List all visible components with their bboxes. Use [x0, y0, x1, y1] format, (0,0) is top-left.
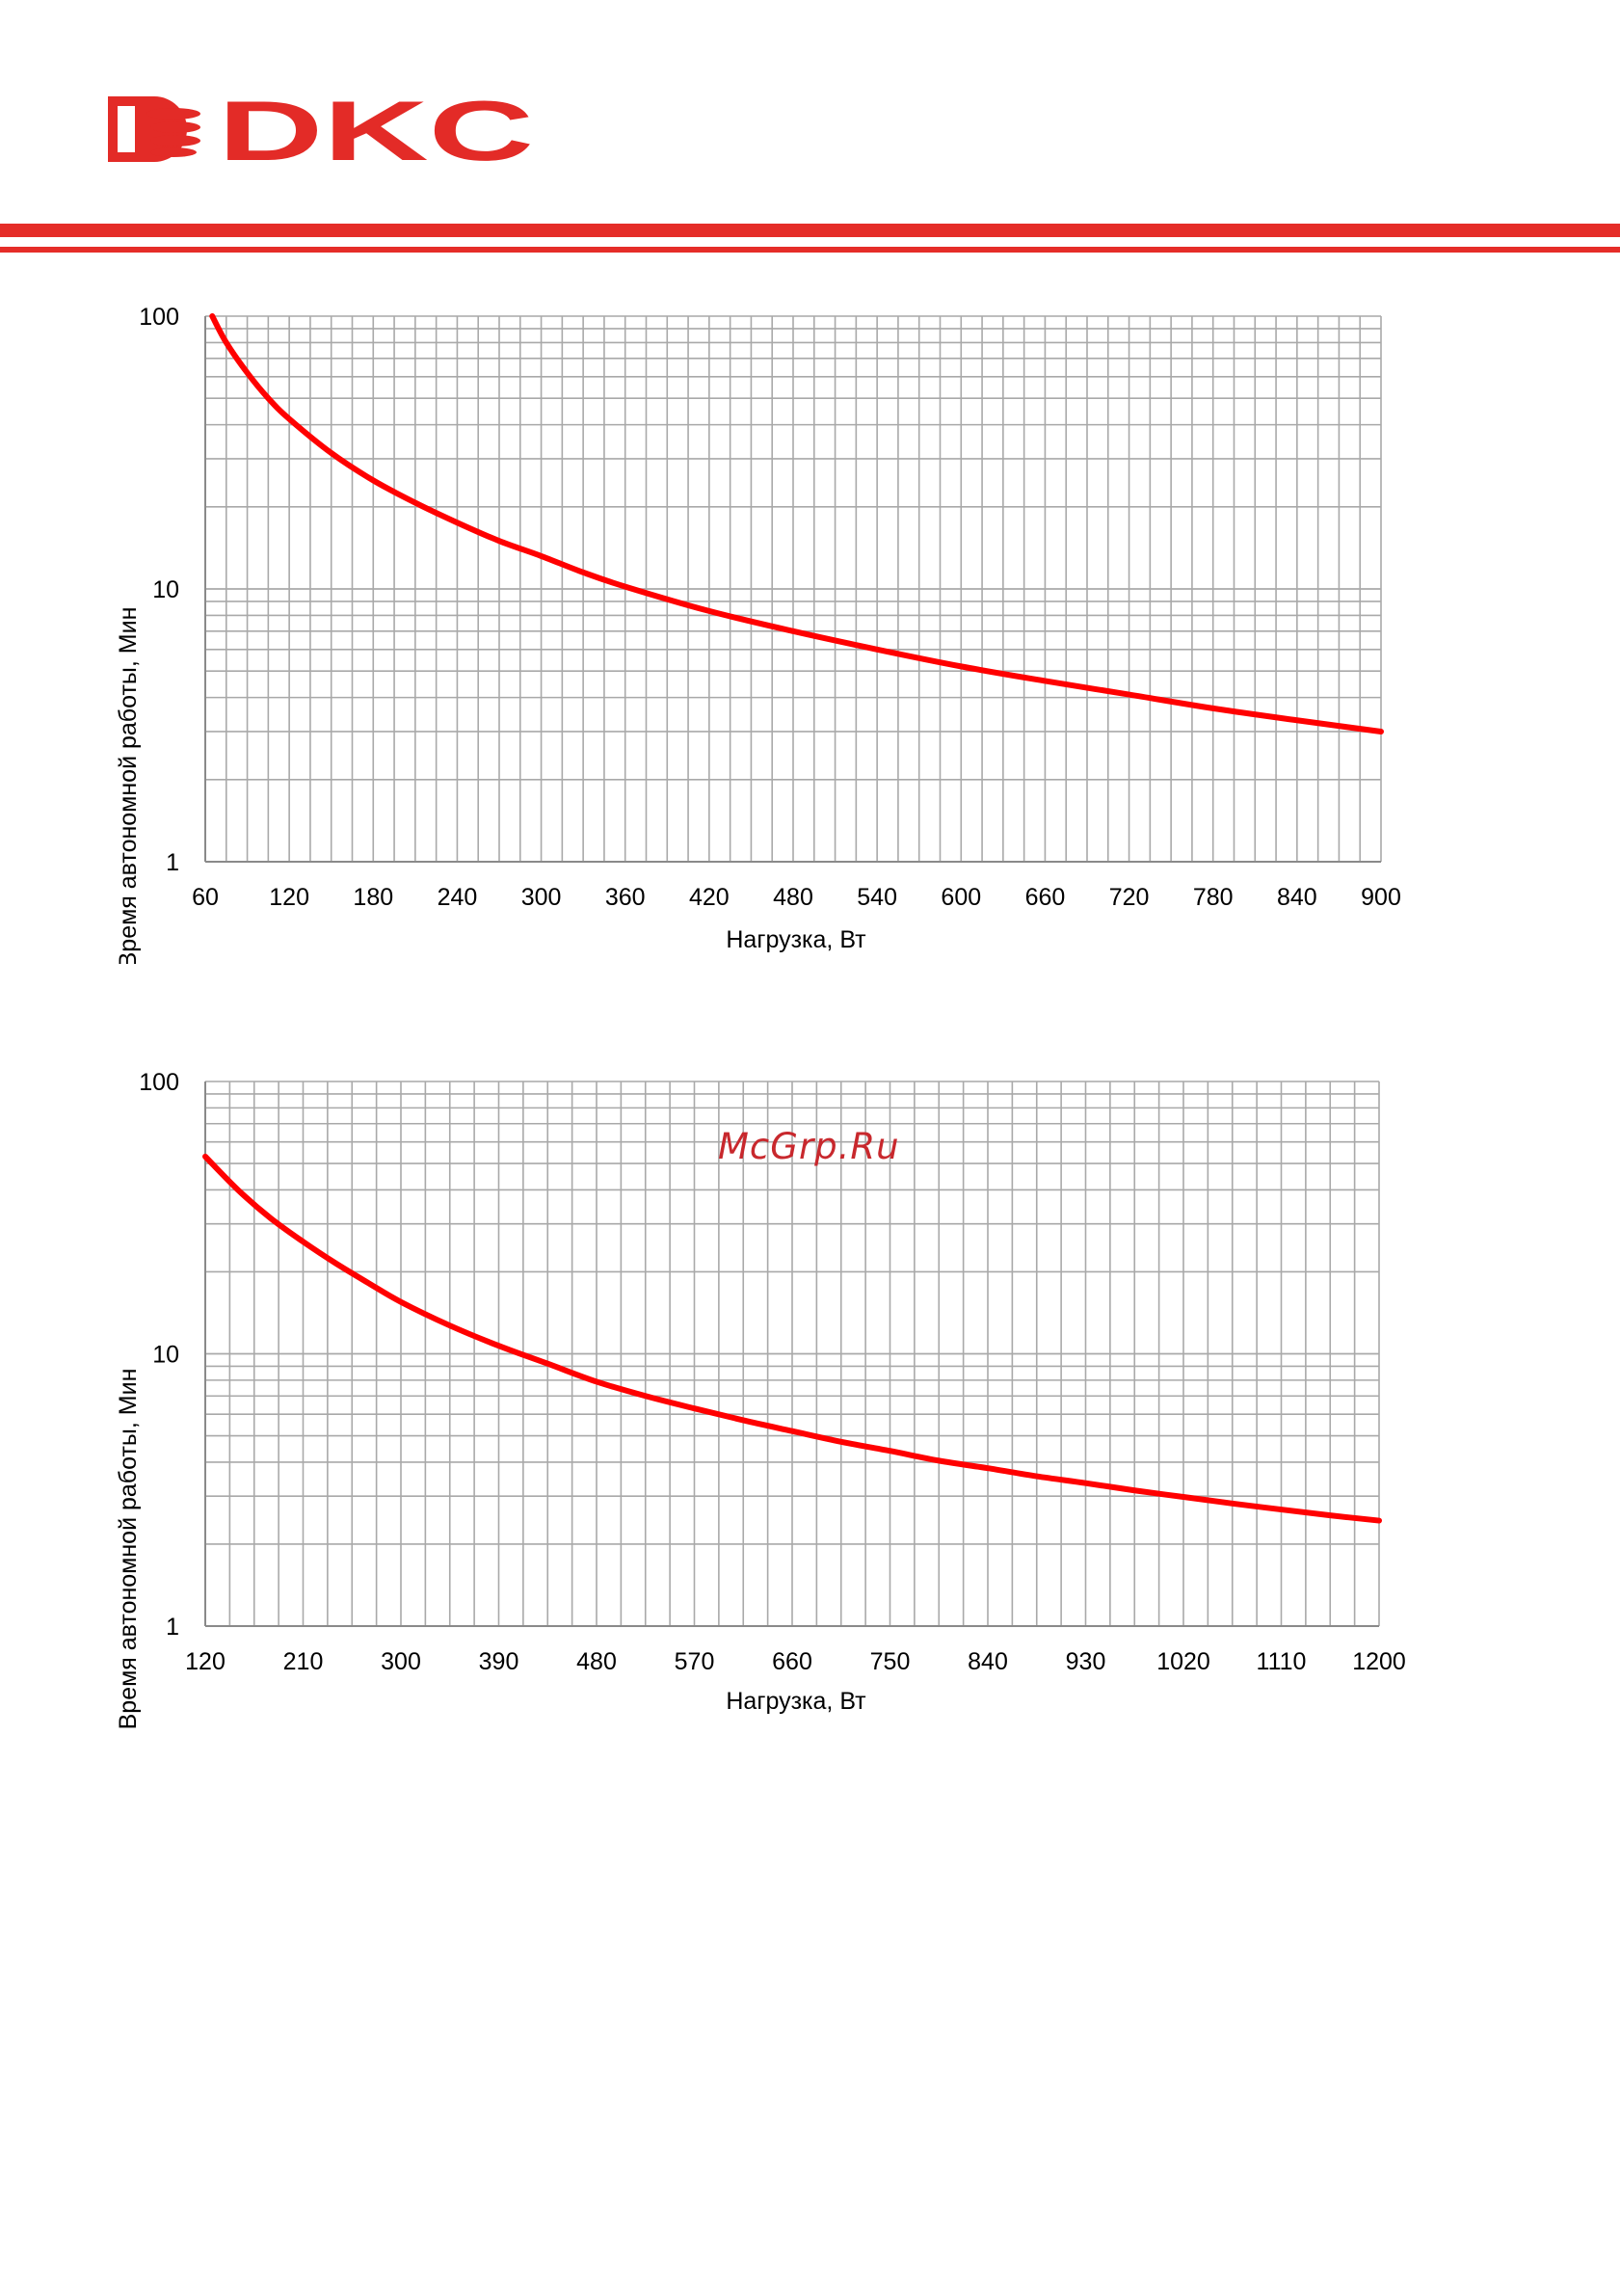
dkc-logo: DKC — [108, 93, 534, 166]
chart-2-x-tick-label: 660 — [772, 1648, 812, 1675]
chart-1-x-tick-label: 240 — [438, 884, 478, 911]
header-stripe-thick — [0, 224, 1620, 237]
logo-emblem-icon — [108, 96, 200, 162]
chart-2: 1 10 100 120 210 300 390 480 570 660 750 840 930 102… — [115, 1069, 1406, 1730]
chart-1-series-line — [209, 313, 1384, 734]
chart-1-x-tick-label: 420 — [689, 884, 730, 911]
chart-2-y-tick-label: 10 — [152, 1342, 179, 1369]
chart-1-x-tick-label: 720 — [1109, 884, 1150, 911]
chart-2-x-tick-label: 930 — [1066, 1648, 1106, 1675]
chart-2-x-tick-label: 120 — [185, 1648, 226, 1675]
chart-2-x-tick-label: 840 — [968, 1648, 1008, 1675]
chart-2-series-line — [202, 1153, 1382, 1524]
chart-1-x-tick-label: 180 — [353, 884, 393, 911]
chart-1-x-tick-label: 900 — [1361, 884, 1401, 911]
chart-1-x-tick-label: 480 — [773, 884, 813, 911]
chart-1: 1 10 100 60 120 180 240 300 360 420 480 540 600 660 7… — [115, 304, 1401, 964]
chart-2-y-tick-label: 100 — [139, 1069, 179, 1096]
chart-1-x-tick-label: 120 — [269, 884, 309, 911]
chart-2-x-tick-label: 300 — [381, 1648, 421, 1675]
chart-2-x-tick-label: 480 — [576, 1648, 617, 1675]
chart-1-x-tick-label: 300 — [521, 884, 562, 911]
chart-1-x-axis-title: Нагрузка, Вт — [726, 926, 866, 953]
chart-1-x-tick-label: 660 — [1025, 884, 1066, 911]
chart-1-x-tick-label: 540 — [857, 884, 897, 911]
chart-1-x-tick-label: 360 — [605, 884, 646, 911]
header-stripe-thin — [0, 247, 1620, 253]
chart-2-gridlines — [204, 1081, 1380, 1627]
chart-1-gridlines — [204, 315, 1382, 863]
chart-2-x-tick-label: 1020 — [1156, 1648, 1210, 1675]
chart-2-y-tick-label: 1 — [166, 1614, 179, 1641]
chart-2-y-axis-title: Время автономной работы, Мин — [115, 1369, 142, 1730]
chart-2-x-axis-title: Нагрузка, Вт — [726, 1688, 866, 1715]
chart-1-y-axis-title: Время автономной работы, Мин — [115, 607, 142, 964]
chart-1-x-tick-label: 780 — [1193, 884, 1234, 911]
chart-1-y-tick-label: 100 — [139, 304, 179, 331]
chart-1-y-tick-label: 10 — [152, 576, 179, 603]
chart-2-x-tick-label: 210 — [283, 1648, 324, 1675]
logo-wordmark: DKC — [218, 93, 534, 166]
chart-2-x-tick-label: 570 — [675, 1648, 715, 1675]
chart-2-x-tick-label: 750 — [870, 1648, 911, 1675]
chart-1-x-tick-label: 840 — [1277, 884, 1317, 911]
chart-1-y-tick-label: 1 — [166, 849, 179, 876]
chart-2-x-tick-label: 390 — [479, 1648, 519, 1675]
watermark-text: McGrp.Ru — [718, 1126, 900, 1167]
chart-1-x-tick-label: 600 — [941, 884, 981, 911]
chart-2-x-tick-label: 1110 — [1257, 1648, 1307, 1675]
chart-2-x-tick-label: 1200 — [1352, 1648, 1406, 1675]
chart-1-x-tick-label: 60 — [192, 884, 219, 911]
